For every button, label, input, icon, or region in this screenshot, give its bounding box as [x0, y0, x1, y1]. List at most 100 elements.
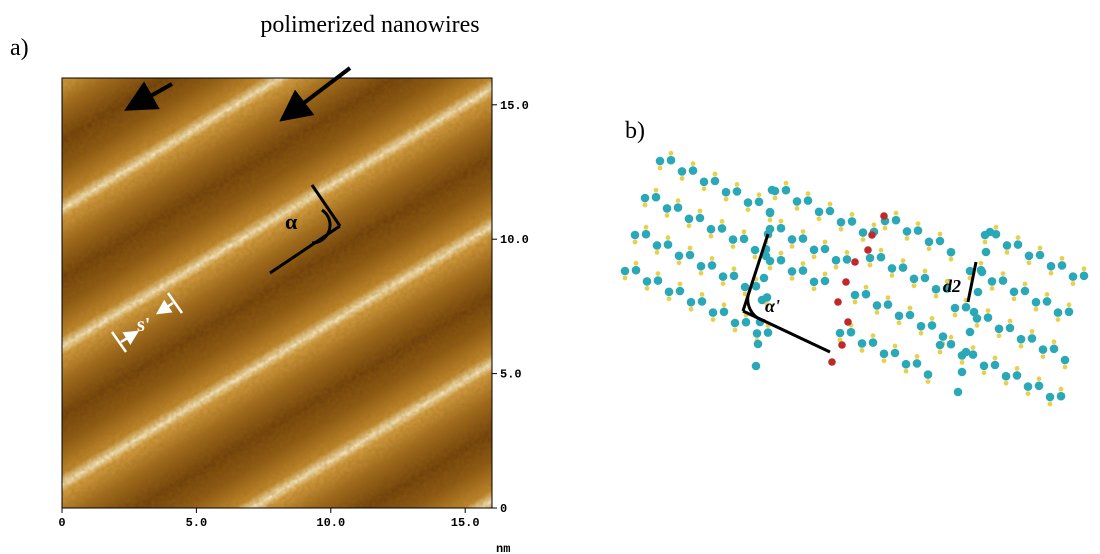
hydrogen	[634, 261, 639, 266]
carbon	[843, 255, 852, 264]
hydrogen	[669, 151, 674, 156]
hydrogen	[1005, 250, 1010, 255]
carbon	[862, 290, 871, 299]
hydrogen	[916, 221, 921, 226]
figure: polimerized nanowires a) α s' 05.010.015…	[0, 0, 1100, 554]
hydrogen	[790, 244, 795, 249]
hydrogen	[934, 294, 939, 299]
carbon	[858, 339, 867, 348]
hydrogen	[993, 356, 998, 361]
carbon	[653, 241, 662, 250]
carbon	[753, 329, 762, 338]
carbon	[621, 267, 630, 276]
carbon	[910, 275, 919, 284]
hydrogen	[986, 308, 991, 313]
hydrogen	[883, 226, 888, 231]
carbon	[1057, 392, 1066, 401]
carbon	[866, 254, 875, 263]
hydrogen	[1026, 391, 1031, 396]
carbon	[873, 301, 882, 310]
hydrogen	[864, 285, 869, 290]
hydrogen	[1082, 266, 1087, 271]
carbon	[974, 288, 983, 297]
hydrogen	[1056, 317, 1061, 322]
carbon	[958, 368, 967, 377]
carbon	[1021, 287, 1030, 296]
hydrogen	[845, 250, 850, 255]
hydrogen	[915, 354, 920, 359]
hydrogen	[795, 206, 800, 211]
carbon	[928, 321, 937, 330]
hydrogen	[720, 219, 725, 224]
carbon	[1010, 288, 1019, 297]
hydrogen	[801, 229, 806, 234]
carbon	[740, 235, 749, 244]
hydrogen	[733, 328, 738, 333]
carbon	[766, 208, 775, 217]
hydrogen	[1052, 339, 1057, 344]
hydrogen	[742, 229, 747, 234]
carbon	[914, 226, 923, 235]
carbon	[752, 362, 761, 371]
carbon	[664, 240, 673, 249]
hydrogen	[656, 271, 661, 276]
carbon	[1043, 297, 1052, 306]
carbon	[1054, 308, 1063, 317]
molecular-model	[621, 151, 1089, 407]
carbon	[689, 166, 698, 175]
oxygen	[851, 258, 859, 266]
hydrogen	[645, 286, 650, 291]
x-tick-label: 10.0	[316, 516, 345, 530]
carbon	[1065, 308, 1074, 317]
hydrogen	[861, 237, 866, 242]
hydrogen	[731, 244, 736, 249]
carbon	[1024, 382, 1033, 391]
carbon	[954, 388, 963, 397]
hydrogen	[879, 248, 884, 253]
panel-label: a)	[10, 35, 29, 61]
carbon	[744, 198, 753, 207]
carbon	[913, 359, 922, 368]
carbon	[924, 370, 933, 379]
carbon	[962, 348, 971, 357]
angle-label: α'	[765, 296, 780, 316]
hydrogen	[904, 369, 909, 374]
carbon	[696, 214, 705, 223]
x-tick-label: 0	[58, 516, 65, 530]
carbon	[1025, 252, 1034, 261]
stm-image	[62, 78, 492, 508]
carbon	[730, 272, 739, 281]
carbon	[859, 228, 868, 237]
carbon	[988, 277, 997, 286]
y-tick-label: 15.0	[500, 99, 529, 113]
hydrogen	[817, 216, 822, 221]
hydrogen	[979, 261, 984, 266]
carbon	[826, 207, 835, 216]
hydrogen	[897, 320, 902, 325]
hydrogen	[1030, 329, 1035, 334]
carbon	[718, 224, 727, 233]
hydrogen	[912, 283, 917, 288]
carbon	[847, 328, 856, 337]
hydrogen	[812, 286, 817, 291]
hydrogen	[960, 360, 965, 365]
carbon	[984, 313, 993, 322]
hydrogen	[938, 350, 943, 355]
carbon	[760, 274, 769, 283]
hydrogen	[994, 225, 999, 230]
carbon	[848, 217, 857, 226]
carbon	[869, 338, 878, 347]
carbon	[892, 216, 901, 225]
hydrogen	[875, 310, 880, 315]
oxygen	[838, 341, 846, 349]
hydrogen	[1071, 281, 1076, 286]
carbon	[925, 238, 934, 247]
panel-label: b)	[625, 118, 645, 144]
carbon	[936, 237, 945, 246]
hydrogen	[700, 292, 705, 297]
hydrogen	[971, 345, 976, 350]
hydrogen	[721, 281, 726, 286]
carbon	[917, 322, 926, 331]
carbon	[720, 308, 729, 317]
carbon	[707, 225, 716, 234]
